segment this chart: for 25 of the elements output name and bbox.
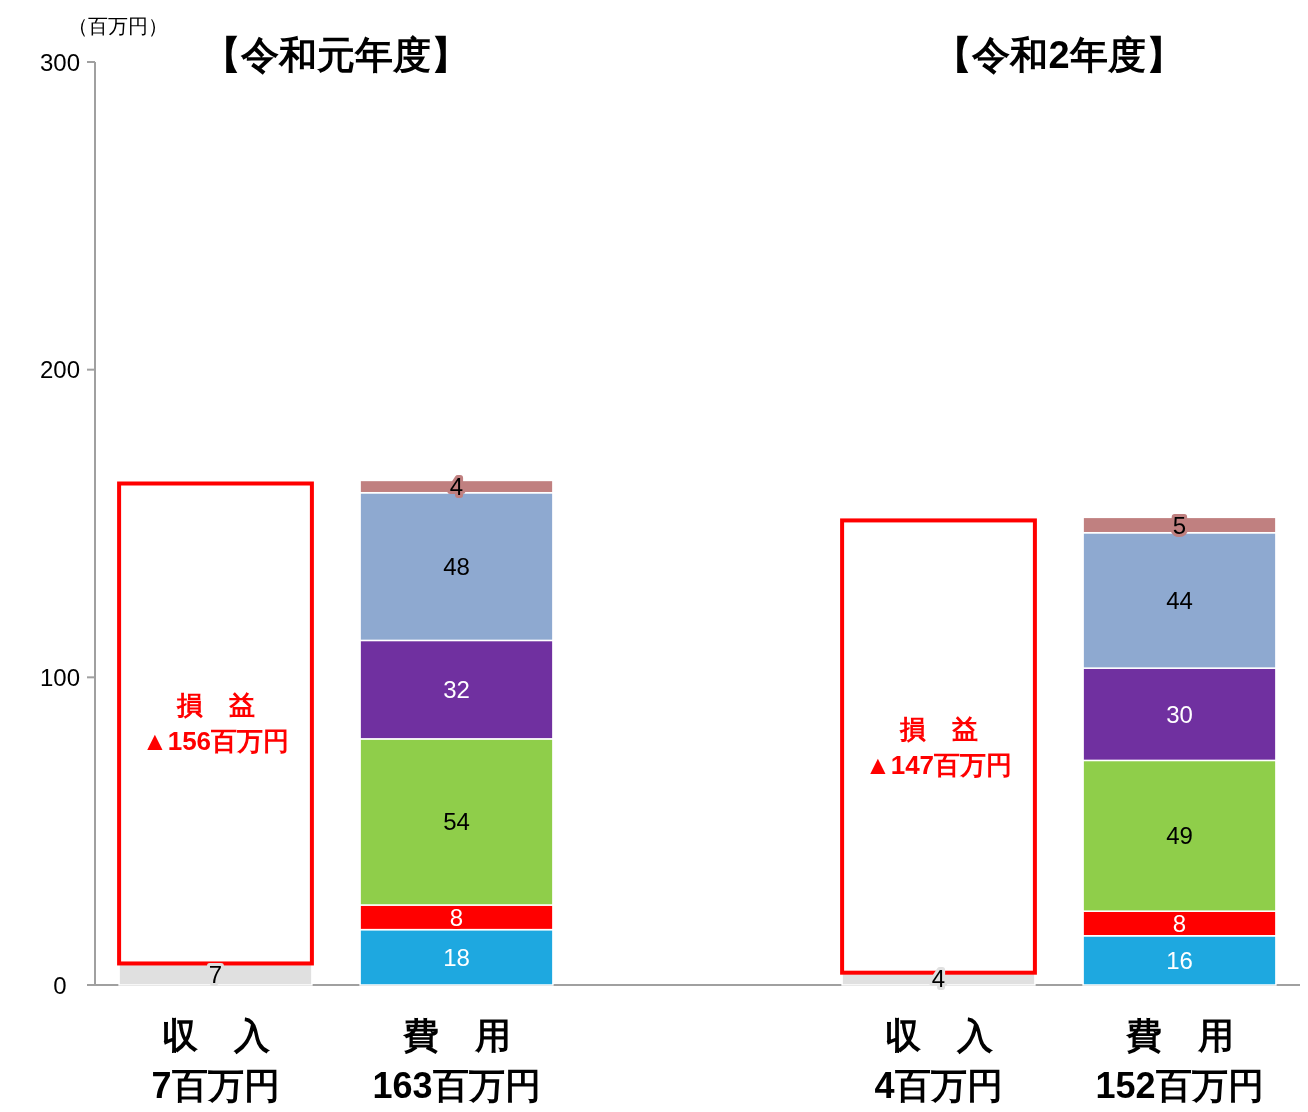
y-axis-title: （百万円）	[68, 15, 168, 37]
y-tick-label: 200	[39, 356, 81, 384]
x-tick-label: 費 用 163百万円	[372, 1014, 541, 1106]
data-label: 32	[443, 676, 470, 704]
annotation: 【令和2年度】	[934, 34, 1184, 76]
data-label: 48	[443, 553, 470, 581]
data-label: 54	[443, 808, 470, 836]
data-label: 7	[208, 960, 223, 988]
y-tick-label: 100	[39, 663, 81, 691]
data-label: 49	[1166, 822, 1193, 850]
data-label: 8	[1172, 909, 1187, 937]
data-label: 16	[1166, 946, 1193, 974]
data-label: 44	[1166, 586, 1193, 614]
y-tick-label: 300	[39, 48, 81, 76]
x-tick-label: 収 入 7百万円	[151, 1014, 280, 1106]
data-label: 18	[443, 943, 470, 971]
data-label: 損 益 ▲156百万円	[141, 690, 290, 757]
data-label: 5	[1172, 511, 1187, 539]
data-label: 損 益 ▲147百万円	[864, 713, 1013, 780]
x-tick-label: 費 用 152百万円	[1095, 1014, 1264, 1106]
annotation: 【令和元年度】	[203, 34, 469, 76]
y-tick-label: 0	[53, 971, 67, 999]
data-label: 8	[449, 903, 464, 931]
data-label: 30	[1166, 700, 1193, 728]
x-tick-label: 収 入 4百万円	[874, 1014, 1003, 1106]
